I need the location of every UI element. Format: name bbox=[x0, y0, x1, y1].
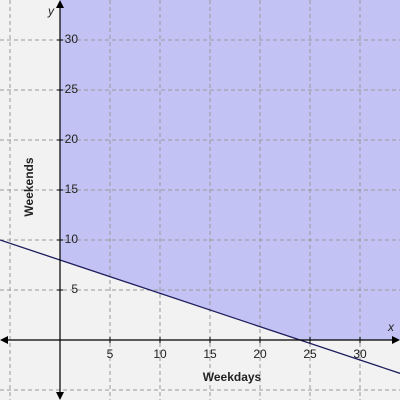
x-tick-label: 30 bbox=[353, 347, 367, 361]
x-axis-label: Weekdays bbox=[203, 370, 262, 384]
y-axis-name: y bbox=[47, 4, 55, 18]
solution-region bbox=[60, 0, 400, 340]
y-tick-label: 5 bbox=[71, 282, 78, 296]
x-tick-label: 15 bbox=[203, 347, 217, 361]
arrow bbox=[56, 392, 64, 400]
x-tick-label: 25 bbox=[303, 347, 317, 361]
y-tick-label: 10 bbox=[65, 232, 79, 246]
x-tick-label: 5 bbox=[107, 347, 114, 361]
x-tick-label: 20 bbox=[253, 347, 267, 361]
boundary-line bbox=[0, 239, 400, 374]
x-tick-label: 10 bbox=[153, 347, 167, 361]
y-tick-label: 15 bbox=[65, 182, 79, 196]
y-tick-label: 20 bbox=[65, 132, 79, 146]
arrow bbox=[56, 0, 64, 8]
y-tick-label: 25 bbox=[65, 82, 79, 96]
x-axis-name: x bbox=[387, 320, 395, 334]
arrow bbox=[0, 336, 8, 344]
y-tick-label: 30 bbox=[65, 32, 79, 46]
y-axis-label: Weekends bbox=[22, 157, 36, 216]
arrow bbox=[392, 336, 400, 344]
